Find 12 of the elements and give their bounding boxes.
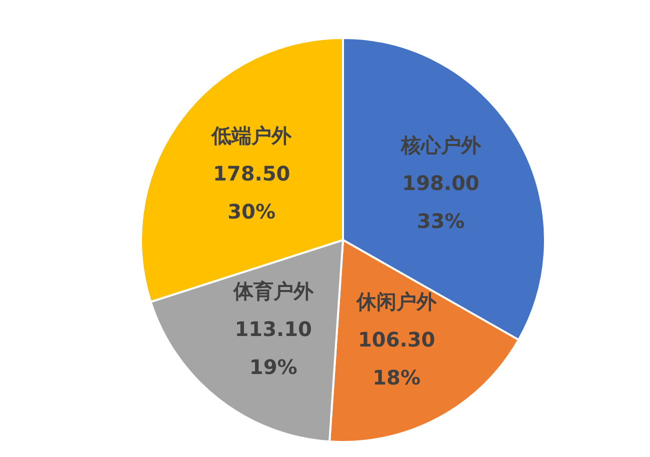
text: 33% xyxy=(416,209,465,234)
slice-label: 核心户外 xyxy=(400,133,482,158)
slice-label: 体育户外 xyxy=(232,279,314,304)
text: 18% xyxy=(372,366,421,390)
slice-label: 休闲户外 xyxy=(356,290,438,314)
data-label: 106.30 xyxy=(358,328,436,352)
text: 19% xyxy=(249,355,298,380)
data-label: 178.50 xyxy=(212,161,290,186)
data-label: 198.00 xyxy=(402,171,480,196)
text: 30% xyxy=(228,199,276,224)
data-label: 113.10 xyxy=(234,317,312,342)
slice-label: 低端户外 xyxy=(210,123,293,148)
